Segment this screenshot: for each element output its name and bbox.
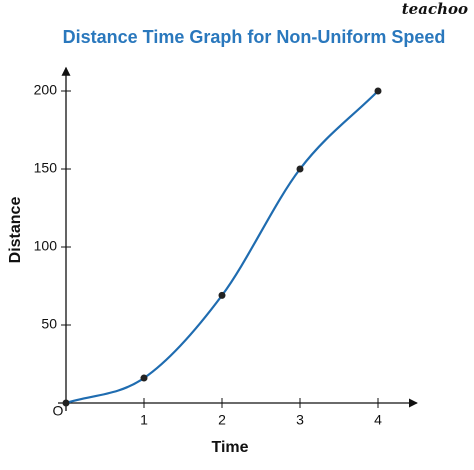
x-tick-label: 2 [218, 412, 226, 428]
point [140, 374, 148, 382]
y-axis-label: Distance [7, 197, 24, 264]
y-tick-label: 100 [34, 238, 58, 254]
y-tick-label: 150 [34, 160, 58, 176]
point [374, 87, 382, 95]
point [62, 399, 70, 407]
line [65, 90, 379, 405]
y-tick-label: 200 [34, 82, 58, 98]
point [296, 165, 304, 173]
point [218, 291, 226, 299]
x-tick-label: 3 [296, 412, 304, 428]
brand: teachoo [402, 0, 468, 18]
chart-title: Distance Time Graph for Non-Uniform Spee… [63, 27, 446, 47]
x-axis-label: Time [211, 439, 248, 456]
y-tick-label: 50 [41, 316, 57, 332]
x-tick-label: 1 [140, 412, 148, 428]
x-tick-label: 4 [374, 412, 382, 428]
origin-label: O [53, 403, 64, 419]
